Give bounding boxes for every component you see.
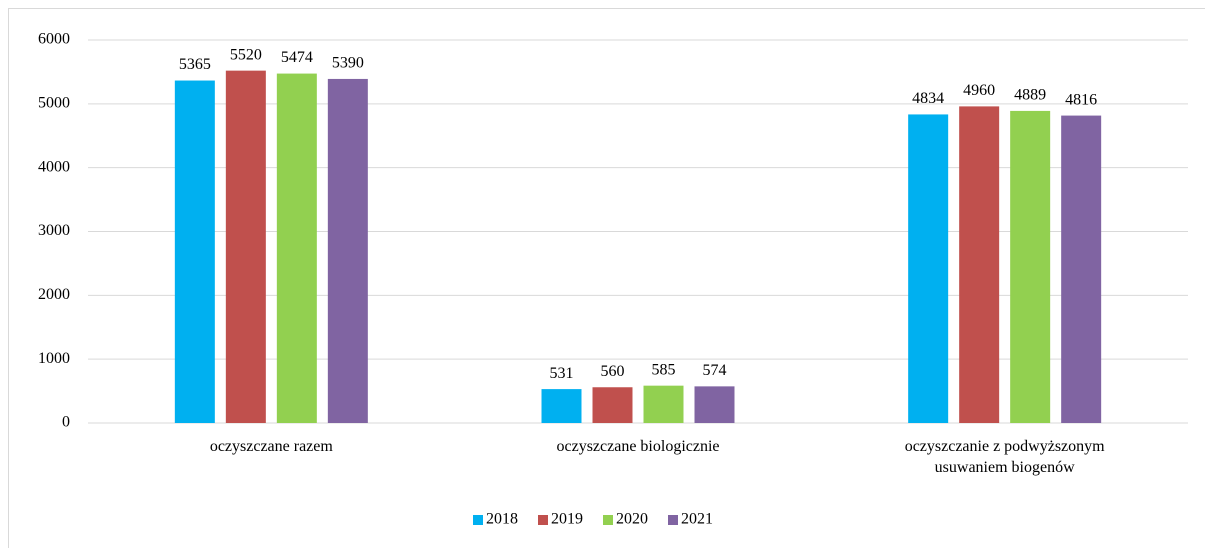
x-tick-label: oczyszczane razem — [209, 438, 333, 455]
legend-swatch — [538, 515, 548, 525]
bar — [225, 70, 266, 423]
legend-label: 2018 — [486, 511, 518, 528]
legend-label: 2021 — [681, 511, 713, 528]
legend-label: 2020 — [616, 511, 648, 528]
y-tick-label: 3000 — [38, 222, 70, 239]
bar — [1061, 115, 1102, 423]
x-tick-label: oczyszczanie z podwyższonym usuwaniem bi… — [904, 438, 1105, 476]
data-label: 4816 — [1065, 91, 1097, 108]
data-label: 5520 — [230, 46, 262, 63]
y-tick-label: 0 — [62, 414, 70, 431]
data-label: 5474 — [281, 49, 313, 66]
bar — [959, 106, 1000, 424]
data-label: 585 — [652, 361, 676, 378]
legend-swatch — [473, 515, 483, 525]
data-label: 5390 — [332, 55, 364, 72]
bar — [541, 389, 582, 423]
data-label: 4960 — [963, 82, 995, 99]
chart-border — [8, 8, 1205, 548]
data-label: 4889 — [1014, 87, 1046, 104]
y-tick-label: 1000 — [38, 350, 70, 367]
legend-swatch — [603, 515, 613, 525]
bar — [643, 385, 684, 423]
bar — [908, 114, 949, 424]
bar — [327, 78, 368, 424]
data-label: 560 — [601, 363, 625, 380]
bar — [694, 386, 735, 423]
y-tick-label: 6000 — [38, 31, 70, 48]
data-label: 531 — [550, 365, 574, 382]
bar — [592, 387, 633, 423]
bar — [276, 73, 317, 424]
legend-label: 2019 — [551, 511, 583, 528]
y-tick-label: 5000 — [38, 95, 70, 112]
data-label: 5365 — [179, 56, 211, 73]
y-tick-label: 2000 — [38, 286, 70, 303]
bar — [1010, 110, 1051, 424]
x-tick-label: oczyszczane biologicznie — [556, 438, 720, 455]
data-label: 4834 — [912, 90, 944, 107]
data-label: 574 — [703, 362, 727, 379]
legend-swatch — [668, 515, 678, 525]
bar — [174, 80, 215, 423]
y-tick-label: 4000 — [38, 158, 70, 175]
